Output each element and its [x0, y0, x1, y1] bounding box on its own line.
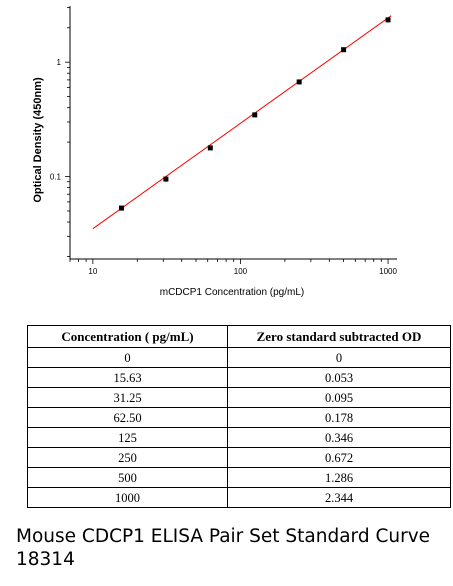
cell-concentration: 31.25	[27, 387, 228, 408]
chart-axes: 0.1 1 10 100 1000	[50, 6, 397, 276]
cell-concentration: 500	[27, 467, 228, 488]
cell-od: 0.178	[227, 407, 451, 428]
y-tick-label: 1	[57, 58, 62, 67]
x-tick-label: 100	[234, 267, 248, 276]
table-header-row: Concentration ( pg/mL) Zero standard sub…	[27, 325, 451, 348]
header-od: Zero standard subtracted OD	[227, 325, 451, 348]
cell-concentration: 15.63	[27, 367, 228, 388]
cell-od: 0	[227, 347, 451, 368]
x-axis-label: mCDCP1 Concentration (pg/mL)	[160, 287, 305, 298]
data-point	[207, 145, 213, 151]
data-point	[341, 47, 347, 53]
cell-od: 0.346	[227, 427, 451, 448]
cell-concentration: 1000	[27, 487, 228, 508]
table-row: 500 1.286	[27, 467, 451, 488]
cell-od: 0.095	[227, 387, 451, 408]
data-point	[385, 17, 391, 23]
table-row: 15.63 0.053	[27, 367, 451, 388]
data-point	[296, 79, 302, 85]
data-point	[118, 205, 124, 211]
cell-concentration: 62.50	[27, 407, 228, 428]
figure-caption: Mouse CDCP1 ELISA Pair Set Standard Curv…	[16, 526, 431, 570]
cell-od: 0.672	[227, 447, 451, 468]
fit-line-group	[92, 15, 392, 230]
table-row: 125 0.346	[27, 427, 451, 448]
cell-concentration: 250	[27, 447, 228, 468]
cell-od: 0.053	[227, 367, 451, 388]
y-tick-label: 0.1	[50, 173, 62, 182]
data-points-group	[118, 17, 391, 211]
table-row: 0 0	[27, 347, 451, 368]
data-point	[252, 112, 258, 118]
table-row: 250 0.672	[27, 447, 451, 468]
standard-curve-chart: 0.1 1 10 100 1000 Optical Density (450nm) mC…	[32, 6, 397, 298]
cell-od: 2.344	[227, 487, 451, 508]
x-tick-label: 10	[88, 267, 97, 276]
cell-concentration: 0	[27, 347, 228, 368]
x-tick-label: 1000	[379, 267, 397, 276]
cell-od: 1.286	[227, 467, 451, 488]
table-row: 1000 2.344	[27, 487, 451, 508]
table-row: 31.25 0.095	[27, 387, 451, 408]
y-axis-label: Optical Density (450nm)	[32, 77, 44, 203]
cell-concentration: 125	[27, 427, 228, 448]
standard-data-table: Concentration ( pg/mL) Zero standard sub…	[27, 325, 451, 508]
header-concentration: Concentration ( pg/mL)	[27, 325, 228, 348]
fit-line	[92, 15, 392, 230]
table-row: 62.50 0.178	[27, 407, 451, 428]
data-point	[163, 176, 169, 182]
